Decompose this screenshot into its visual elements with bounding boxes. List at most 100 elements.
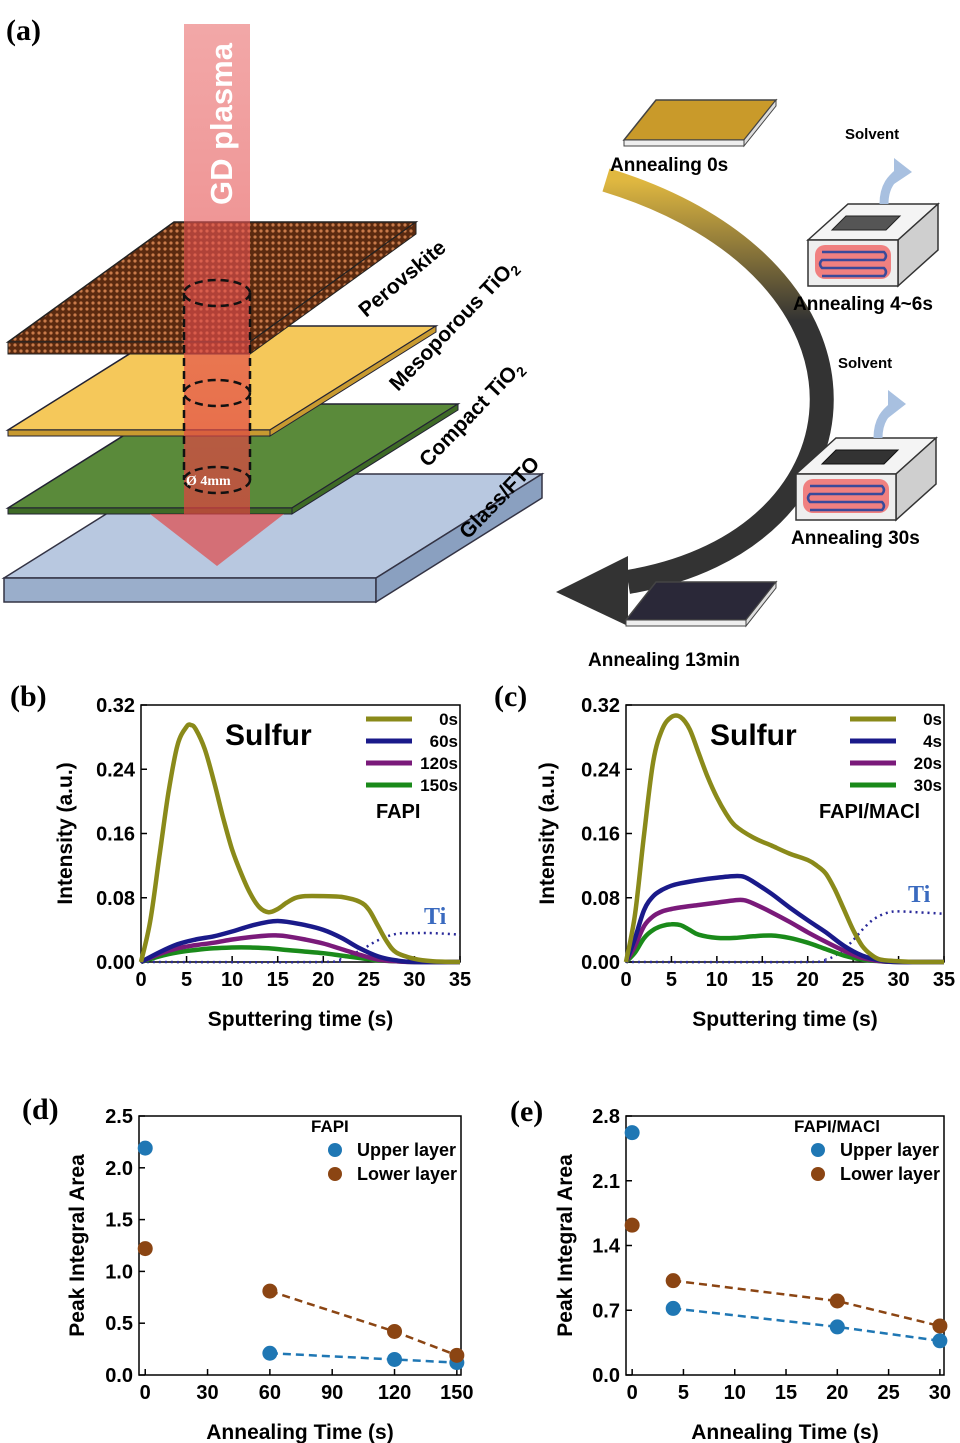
panel-label: (d): [22, 1093, 59, 1126]
trend-line: [673, 1279, 941, 1328]
y-tick-label: 0.5: [105, 1313, 133, 1335]
chart-title: Sulfur: [225, 719, 312, 752]
y-tick-label: 2.0: [105, 1158, 133, 1180]
x-tick-label: 150: [440, 1382, 473, 1404]
data-point: [665, 1273, 681, 1289]
trend-line: [269, 1289, 458, 1357]
x-tick-label: 15: [775, 1382, 797, 1404]
x-tick-label: 10: [706, 969, 728, 991]
data-point: [932, 1333, 948, 1349]
x-tick-label: 35: [933, 969, 955, 991]
x-tick-label: 5: [181, 969, 192, 991]
panel-label: (e): [510, 1095, 543, 1128]
solvent-label-2: Solvent: [838, 355, 892, 372]
x-tick-label: 15: [751, 969, 773, 991]
x-tick-label: 30: [403, 969, 425, 991]
legend-marker: [811, 1167, 825, 1181]
data-point: [387, 1351, 403, 1367]
data-point: [829, 1293, 845, 1309]
chart-c-sulfur-fapi-macl: (c) 0 5 10 15 20 25 30 35 0.00 0.08 0.16 0.24 0.32 Spu…: [494, 680, 955, 1031]
y-axis-label: Peak Integral Area: [66, 1154, 89, 1337]
chart-subtitle: FAPI: [311, 1117, 349, 1136]
x-tick-label: 20: [797, 969, 819, 991]
x-tick-label: 30: [929, 1382, 951, 1404]
x-tick-label: 0: [140, 1382, 151, 1404]
x-tick-label: 0: [135, 969, 146, 991]
stage-label-13min: Annealing 13min: [588, 650, 740, 671]
data-point: [932, 1318, 948, 1334]
x-tick-label: 15: [267, 969, 289, 991]
hotplate-annealing-4-6s: [806, 202, 940, 288]
legend-entry: Upper layer: [357, 1140, 456, 1160]
x-tick-label: 0: [627, 1382, 638, 1404]
y-tick-label: 0.00: [96, 952, 135, 974]
y-tick-label: 1.0: [105, 1261, 133, 1283]
y-tick-label: 0.08: [96, 888, 135, 910]
series-line: [139, 918, 461, 965]
data-point: [137, 1241, 153, 1257]
legend-entry: Upper layer: [840, 1140, 939, 1160]
data-point: [262, 1345, 278, 1361]
x-tick-label: 25: [842, 969, 864, 991]
chart-subtitle: FAPI: [376, 801, 420, 823]
data-point: [665, 1300, 681, 1316]
y-tick-label: 0.0: [592, 1365, 620, 1387]
y-axis-label: Peak Integral Area: [554, 1154, 577, 1337]
data-point: [137, 1140, 153, 1156]
y-tick-label: 0.00: [581, 952, 620, 974]
data-point: [449, 1347, 465, 1363]
y-axis-label: Intensity (a.u.): [536, 762, 559, 904]
legend-marker: [328, 1143, 342, 1157]
legend-marker: [328, 1167, 342, 1181]
trend-line: [673, 1307, 941, 1343]
series-line: [140, 933, 461, 965]
y-tick-label: 1.4: [592, 1236, 621, 1258]
y-tick-label: 0.24: [96, 759, 136, 781]
legend-entry: 60s: [430, 732, 458, 751]
y-tick-label: 2.8: [592, 1106, 620, 1128]
x-tick-label: 25: [358, 969, 380, 991]
solvent-label-1: Solvent: [845, 126, 899, 143]
data-point: [624, 1217, 640, 1233]
x-tick-label: 20: [826, 1382, 848, 1404]
series-line: [138, 722, 461, 965]
legend-entry: 0s: [923, 710, 942, 729]
legend-entry: 120s: [420, 754, 458, 773]
annealing-progress-arc: [556, 168, 834, 626]
x-tick-label: 10: [221, 969, 243, 991]
ti-curve: [625, 910, 945, 964]
gd-plasma-beam: [150, 24, 284, 566]
data-point: [262, 1283, 278, 1299]
legend-entry: 30s: [914, 776, 942, 795]
series-line: [623, 713, 945, 965]
x-axis-label: Annealing Time (s): [691, 1421, 878, 1443]
y-tick-label: 0.08: [581, 888, 620, 910]
y-tick-label: 2.1: [592, 1171, 620, 1193]
y-tick-label: 1.5: [105, 1210, 133, 1232]
x-tick-label: 0: [620, 969, 631, 991]
ti-label: Ti: [908, 882, 931, 908]
x-tick-label: 60: [259, 1382, 281, 1404]
y-tick-label: 2.5: [105, 1106, 133, 1128]
y-tick-label: 0.16: [581, 824, 620, 846]
x-axis-label: Sputtering time (s): [692, 1008, 878, 1031]
legend-entry: 4s: [923, 732, 942, 751]
x-tick-label: 10: [724, 1382, 746, 1404]
x-tick-label: 20: [312, 969, 334, 991]
x-tick-label: 25: [877, 1382, 899, 1404]
x-tick-label: 120: [378, 1382, 411, 1404]
data-point: [387, 1323, 403, 1339]
chart-b-sulfur-fapi: (b) 0 5 10 15 20 25 30 35 0.00 0.08 0.16 0.24 0.32 Spu…: [10, 680, 471, 1031]
panel-label: (c): [494, 680, 527, 713]
chart-d-peak-area-fapi: (d) 0 30 60 90 120 150 0.0 0.5 1.0 1.5 2.0 2.5 Anneal…: [22, 1093, 474, 1443]
stage-label-0s: Annealing 0s: [610, 155, 728, 176]
x-tick-label: 5: [678, 1382, 689, 1404]
legend-entry: Lower layer: [357, 1164, 457, 1184]
chart-title: Sulfur: [710, 719, 797, 752]
x-tick-label: 35: [449, 969, 471, 991]
ti-label: Ti: [424, 904, 447, 930]
y-axis-label: Intensity (a.u.): [54, 762, 77, 904]
stage-label-4-6s: Annealing 4~6s: [793, 294, 933, 315]
x-tick-label: 30: [196, 1382, 218, 1404]
chart-e-peak-area-fapi-macl: (e) 0 5 10 15 20 25 30 0.0 0.7 1.4 2.1 2.8 Annealing …: [510, 1095, 951, 1443]
